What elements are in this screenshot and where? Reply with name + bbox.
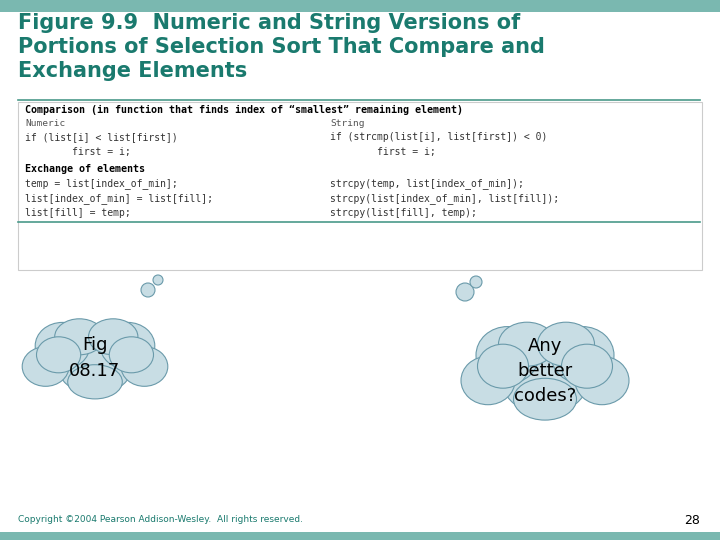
Text: Figure 9.9  Numeric and String Versions of: Figure 9.9 Numeric and String Versions o… [18, 13, 521, 33]
Text: first = i;: first = i; [330, 147, 436, 157]
Ellipse shape [109, 337, 153, 373]
Ellipse shape [461, 356, 515, 404]
Circle shape [153, 275, 163, 285]
Bar [0, 0, 720, 12]
Ellipse shape [500, 335, 590, 415]
Text: Numeric: Numeric [25, 119, 66, 128]
Text: Any
better
codes?: Any better codes? [514, 337, 576, 405]
Text: Fig
08.17: Fig 08.17 [69, 336, 121, 380]
Text: temp = list[index_of_min];: temp = list[index_of_min]; [25, 178, 178, 189]
Text: 28: 28 [684, 514, 700, 526]
Bar [0, 532, 720, 540]
Ellipse shape [68, 364, 122, 399]
Ellipse shape [498, 322, 556, 366]
Ellipse shape [477, 344, 528, 388]
Text: list[index_of_min] = list[fill];: list[index_of_min] = list[fill]; [25, 193, 213, 204]
Circle shape [141, 283, 155, 297]
Bar [18, 102, 702, 270]
Circle shape [456, 283, 474, 301]
Ellipse shape [22, 347, 69, 386]
Ellipse shape [37, 337, 81, 373]
Text: list[fill] = temp;: list[fill] = temp; [25, 208, 131, 218]
Circle shape [470, 276, 482, 288]
Ellipse shape [100, 322, 155, 369]
Ellipse shape [55, 319, 104, 355]
Text: if (list[i] < list[first]): if (list[i] < list[first]) [25, 132, 178, 142]
Ellipse shape [476, 327, 539, 384]
Text: Copyright ©2004 Pearson Addison-Wesley.  All rights reserved.: Copyright ©2004 Pearson Addison-Wesley. … [18, 516, 303, 524]
Ellipse shape [56, 329, 134, 394]
Ellipse shape [89, 319, 138, 355]
Text: strcpy(temp, list[index_of_min]);: strcpy(temp, list[index_of_min]); [330, 178, 524, 189]
Text: Exchange Elements: Exchange Elements [18, 61, 247, 81]
Text: Exchange of elements: Exchange of elements [25, 164, 145, 174]
Text: first = i;: first = i; [25, 147, 131, 157]
Ellipse shape [513, 379, 577, 420]
Text: strcpy(list[fill], temp);: strcpy(list[fill], temp); [330, 208, 477, 218]
Text: String: String [330, 119, 364, 128]
Text: Portions of Selection Sort That Compare and: Portions of Selection Sort That Compare … [18, 37, 545, 57]
Text: if (strcmp(list[i], list[first]) < 0): if (strcmp(list[i], list[first]) < 0) [330, 132, 547, 142]
Ellipse shape [538, 322, 595, 366]
Ellipse shape [562, 344, 613, 388]
Ellipse shape [35, 322, 90, 369]
Ellipse shape [551, 327, 614, 384]
Text: Comparison (in function that finds index of “smallest” remaining element): Comparison (in function that finds index… [25, 105, 463, 115]
Text: strcpy(list[index_of_min], list[fill]);: strcpy(list[index_of_min], list[fill]); [330, 193, 559, 204]
Ellipse shape [121, 347, 168, 386]
Ellipse shape [575, 356, 629, 404]
